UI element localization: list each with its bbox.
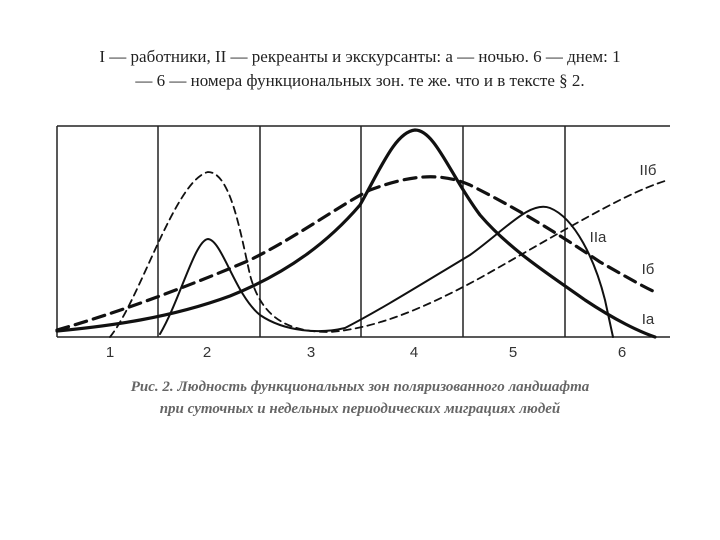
curve-label: Iб [642, 261, 655, 278]
curve-iib [109, 171, 669, 338]
figure-caption: при суточных и недельных периодических м… [160, 401, 561, 417]
curve-label: IIб [640, 162, 657, 179]
curve-label: IIа [590, 229, 607, 246]
zone-label: 4 [410, 344, 418, 361]
zone-label: 2 [203, 344, 211, 361]
figure: IIб IIа Iб Iа 1 2 3 4 5 6 Рис. 2. Люднос… [55, 125, 670, 417]
zone-label: 5 [509, 344, 517, 361]
figure-caption: Рис. 2. Людность функциональных зон поля… [131, 379, 590, 395]
header-line: — 6 — номера функциональных зон. те же. … [134, 71, 584, 90]
curve-iia [159, 205, 614, 338]
curve-ib [55, 175, 657, 332]
zone-label: 1 [106, 344, 114, 361]
header-line: I — работники, II — рекреанты и экскурса… [99, 47, 620, 66]
curve-ia [55, 128, 657, 339]
zone-label: 6 [618, 344, 626, 361]
curve-label: Iа [642, 311, 655, 328]
zone-label: 3 [307, 344, 315, 361]
